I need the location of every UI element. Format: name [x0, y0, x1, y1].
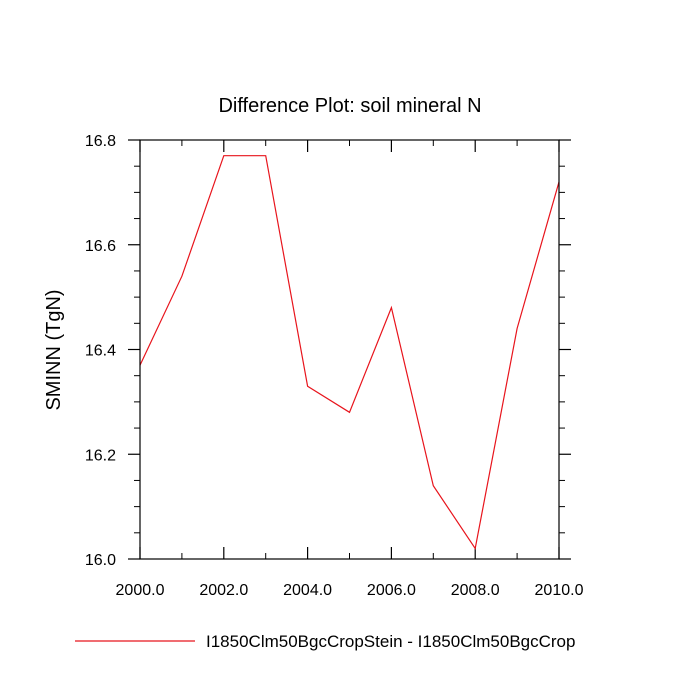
- legend-label: I1850Clm50BgcCropStein - I1850Clm50BgcCr…: [206, 632, 575, 651]
- x-tick-label: 2000.0: [116, 582, 165, 599]
- y-tick-label: 16.2: [85, 447, 116, 464]
- y-axis-label: SMINN (TgN): [43, 289, 65, 410]
- y-tick-label: 16.8: [85, 133, 116, 150]
- x-tick-label: 2004.0: [283, 582, 332, 599]
- y-tick-label: 16.6: [85, 238, 116, 255]
- series-line: [139, 155, 560, 551]
- y-tick-label: 16.0: [85, 552, 116, 569]
- ticks-layer: 2000.0 2002.0 2004.0 2006.0 2008.0 2010.0 16.0…: [85, 133, 584, 599]
- series-layer: [139, 155, 560, 551]
- x-tick-label: 2006.0: [367, 582, 416, 599]
- x-tick-label: 2008.0: [451, 582, 500, 599]
- chart-title: Difference Plot: soil mineral N: [218, 95, 481, 117]
- x-tick-label: 2010.0: [535, 582, 584, 599]
- x-tick-label: 2002.0: [199, 582, 248, 599]
- y-tick-label: 16.4: [85, 343, 116, 360]
- legend: I1850Clm50BgcCropStein - I1850Clm50BgcCr…: [75, 632, 575, 651]
- plot-frame: [139, 139, 560, 560]
